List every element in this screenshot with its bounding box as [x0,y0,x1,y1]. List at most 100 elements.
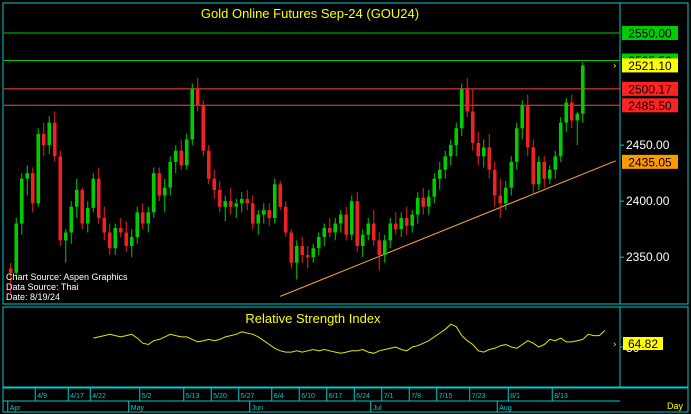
candle [410,210,415,233]
candle [14,217,19,280]
candle [179,139,184,170]
candle [96,167,101,224]
date-axis-band [2,387,689,413]
candle-body [19,178,24,224]
price-level-value: 2435.05 [628,155,672,169]
candle-body [410,214,415,226]
candle-body [129,236,134,246]
candle [465,77,470,118]
candle [19,173,24,235]
date-tick-label: 7/1 [384,393,394,400]
candle [404,206,409,235]
candle [250,195,255,230]
price-level-label: 2550.00 [622,26,678,41]
candle-body [272,184,277,218]
rsi-series [93,323,606,354]
date-tick-label: 6/10 [301,393,315,400]
candle [234,198,239,218]
price-level-value: 2550.00 [628,27,672,41]
candle [113,223,118,255]
candle [135,206,140,244]
candle-body [404,217,409,226]
date-tick-label: 4/22 [92,393,106,400]
candle-body [179,150,184,166]
candle-body [107,232,112,249]
candle [454,122,459,157]
candle [300,236,305,263]
candle [536,156,541,190]
candle-body [41,133,46,146]
date-axis-ticks: 4/9 4/17 4/22 5/2 5/13 5/20 5/27 6/4 6/10 6/17 6/2… [7,388,568,412]
candle-body [157,173,162,196]
candle [305,245,310,269]
candle-body [8,268,13,273]
candle [421,187,426,215]
candle [107,223,112,255]
candle-body [135,212,140,237]
candle [294,240,299,280]
candle [272,178,277,224]
candle [168,156,173,196]
candle-body [300,245,305,255]
candle-body [267,210,272,218]
candle [371,210,376,246]
candle-body [580,65,585,114]
candle-body [140,212,145,224]
candle [41,122,46,157]
candle [520,100,525,140]
candle-body [426,196,431,207]
candle-body [201,105,206,151]
candle-body [206,150,211,179]
price-tick-label: 2450.00 [626,138,670,152]
candle-body [96,178,101,218]
candle [85,201,90,233]
candle-body [558,122,563,157]
candle-body [393,223,398,230]
candle-body [432,178,437,197]
price-level-value: 2485.50 [628,99,672,113]
date-tick-label: 6/24 [356,393,370,400]
candle [569,94,574,129]
candle-body [102,217,107,233]
date-tick-label: 6/17 [329,393,343,400]
candle-body [30,173,35,204]
price-level-box [622,81,678,96]
candle [553,150,558,179]
price-panel-frame [2,2,689,305]
candle-body [245,198,250,204]
candle [355,192,360,252]
price-axis-ticks: 2350.00 2400.00 2450.00 [620,138,670,264]
candle-body [47,122,52,146]
candle-body [113,228,118,249]
date-tick-label: 5/2 [142,393,152,400]
candle-body [234,203,239,207]
candle [228,187,233,215]
candle-body [470,111,475,143]
date-tick-label: 4/9 [37,393,47,400]
candle-body [498,195,503,204]
date-tick-label: 8/1 [510,393,520,400]
candle [338,210,343,233]
candle [173,145,178,174]
candle-body [437,169,442,179]
candle-body [58,156,63,241]
candle-body [69,206,74,233]
candle-body [305,254,310,258]
price-tick-label: 2400.00 [626,194,670,208]
price-level-label: 2435.05 [622,154,678,169]
candle-body [371,223,376,241]
candle-body [190,89,195,140]
candle [344,206,349,241]
candle [58,150,63,246]
candle [157,167,162,202]
trendline-layer [280,160,616,297]
candle-body [173,150,178,162]
candle [388,217,393,249]
candle [481,139,486,168]
support-trendline [280,160,616,297]
candle [283,201,288,237]
candle-body [223,201,228,207]
candle-body [327,228,332,233]
